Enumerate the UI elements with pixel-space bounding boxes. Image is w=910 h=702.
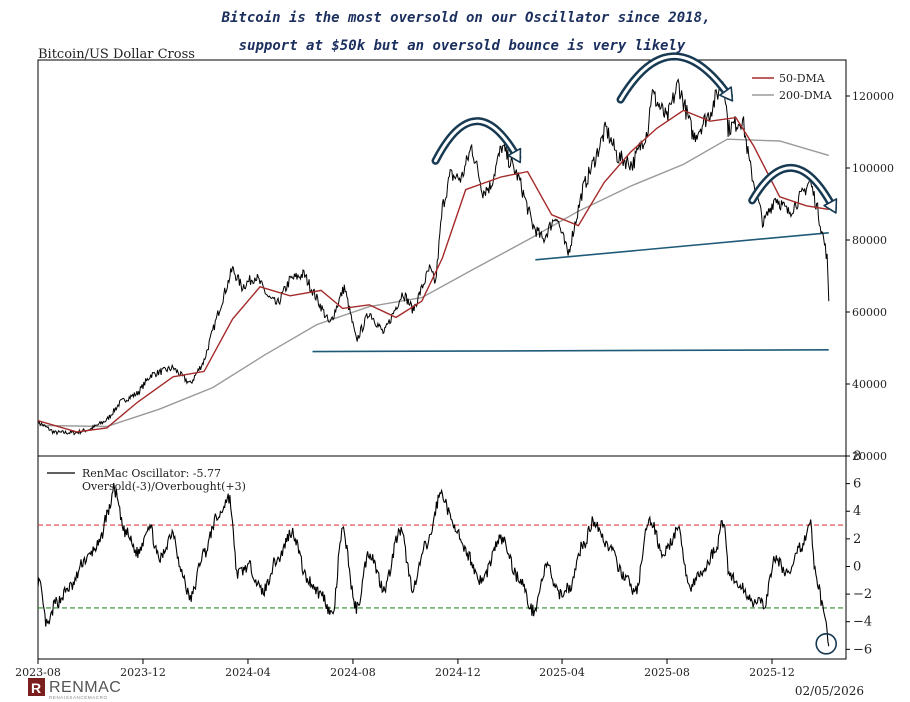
oscillator-tick-label: 4 [853, 504, 861, 519]
x-tick-label: 2024-12 [435, 666, 481, 679]
oscillator-line [37, 482, 830, 647]
arrow-head [507, 147, 522, 164]
price-tick-label: 120000 [852, 90, 894, 103]
arrow-arc-inner [619, 55, 731, 102]
x-tick-label: 2025-08 [644, 666, 690, 679]
oscillator-tick-label: 6 [853, 477, 861, 492]
price-tick-label: 80000 [852, 234, 887, 247]
renmac-logo: R RENMAC RENAISSANCEMACRO [28, 678, 121, 700]
oscillator-tick-label: −4 [853, 615, 872, 630]
oscillator-tick-label: 0 [853, 559, 861, 574]
price-panel: 20000 40000 60000 80000 100000 120000 50-DMA … [37, 52, 894, 463]
oscillator-tick-label: −2 [853, 587, 872, 602]
oscillator-legend: RenMac Oscillator: -5.77 Oversold(-3)/Ov… [47, 467, 246, 493]
x-tick-label: 2024-04 [225, 666, 271, 679]
support-trendline [312, 348, 829, 353]
logo-tagline: RENAISSANCEMACRO [49, 695, 108, 700]
x-tick-label: 2025-12 [749, 666, 795, 679]
x-tick-label: 2023-08 [15, 666, 61, 679]
logo-letter: R [31, 680, 41, 696]
price-tick-label: 40000 [852, 378, 887, 391]
x-axis: 2023-08 2023-12 2024-04 2024-08 2024-12 2025-… [15, 659, 795, 679]
oscillator-panel-frame [37, 455, 847, 660]
dma200-line [37, 138, 829, 428]
oscillator-tick-label: 8 [853, 449, 861, 464]
report-date: 02/05/2026 [795, 684, 864, 698]
arrow-head [718, 86, 734, 102]
x-tick-label: 2025-04 [539, 666, 585, 679]
arrow-head [823, 198, 838, 214]
support-trendline [535, 232, 829, 261]
dma50-line [37, 109, 829, 433]
oscillator-tick-label: −6 [853, 642, 872, 657]
oscillator-y-axis: −6 −4 −2 0 2 4 6 8 [846, 449, 872, 657]
price-tick-label: 100000 [852, 162, 894, 175]
oversold-highlight-circle [815, 633, 838, 655]
headline-line-1: Bitcoin is the most oversold on our Osci… [221, 10, 711, 26]
oscillator-panel: −6 −4 −2 0 2 4 6 8 RenMac Oscillator: -5.77 Ove… [15, 449, 872, 679]
arrow-arc-inner [750, 166, 835, 210]
x-tick-label: 2024-08 [330, 666, 376, 679]
legend-oscillator-label: RenMac Oscillator: -5.77 [82, 467, 221, 480]
legend-dma200-label: 200-DMA [779, 89, 833, 102]
x-tick-label: 2023-12 [120, 666, 166, 679]
price-tick-label: 20000 [852, 450, 887, 463]
arrow-arc-inner [434, 119, 519, 163]
legend-thresholds-label: Oversold(-3)/Overbought(+3) [82, 480, 246, 493]
legend-dma50-label: 50-DMA [779, 72, 826, 85]
logo-mark [28, 678, 45, 696]
headline-line-2: support at $50k but an oversold bounce i… [239, 38, 686, 54]
price-y-axis: 20000 40000 60000 80000 100000 120000 [846, 90, 894, 463]
price-legend: 50-DMA 200-DMA [752, 72, 833, 102]
oscillator-tick-label: 2 [853, 532, 861, 547]
price-line [37, 78, 830, 436]
price-chart-title: Bitcoin/US Dollar Cross [38, 47, 195, 62]
top-arrows [431, 52, 838, 214]
logo-wordmark: RENMAC [49, 679, 121, 696]
trendlines [312, 232, 829, 353]
price-tick-label: 60000 [852, 306, 887, 319]
